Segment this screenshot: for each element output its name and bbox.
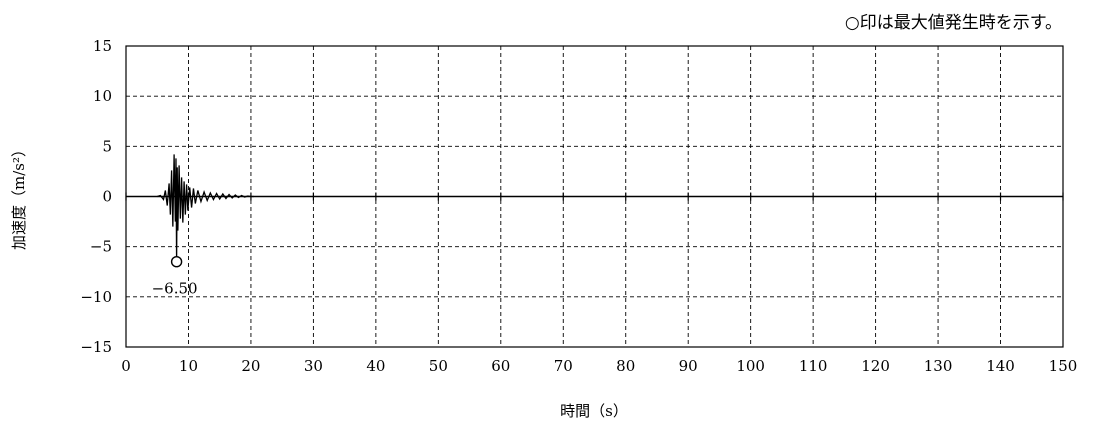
x-tick-label: 20 bbox=[241, 357, 260, 375]
y-axis-ticks: 15 10 5 0 −5 −10 −15 bbox=[80, 37, 112, 356]
peak-marker bbox=[170, 256, 183, 268]
x-tick-label: 0 bbox=[121, 357, 131, 375]
y-tick-label: 15 bbox=[93, 37, 112, 55]
x-tick-label: 100 bbox=[736, 357, 765, 375]
x-tick-label: 40 bbox=[366, 357, 385, 375]
x-tick-label: 60 bbox=[491, 357, 510, 375]
x-tick-label: 70 bbox=[554, 357, 573, 375]
x-tick-label: 30 bbox=[304, 357, 323, 375]
x-tick-label: 10 bbox=[179, 357, 198, 375]
y-tick-label: −10 bbox=[80, 288, 112, 306]
x-tick-label: 50 bbox=[429, 357, 448, 375]
x-tick-label: 150 bbox=[1049, 357, 1078, 375]
max-value-note: ○印は最大値発生時を示す。 bbox=[845, 13, 1062, 33]
x-tick-label: 110 bbox=[799, 357, 828, 375]
y-tick-label: −15 bbox=[80, 338, 112, 356]
x-tick-label: 90 bbox=[679, 357, 698, 375]
x-tick-label: 120 bbox=[861, 357, 890, 375]
y-tick-label: −5 bbox=[90, 238, 112, 256]
x-axis-ticks: 0 10 20 30 40 50 60 70 80 90 100 110 120 130 140 150 bbox=[121, 192, 1078, 375]
x-tick-label: 140 bbox=[986, 357, 1015, 375]
x-axis-title: 時間（s） bbox=[560, 402, 628, 420]
y-tick-label: 5 bbox=[102, 137, 112, 155]
x-tick-label: 130 bbox=[924, 357, 953, 375]
y-axis-title: 加速度（m/s²） bbox=[10, 142, 28, 250]
x-tick-label: 80 bbox=[616, 357, 635, 375]
y-tick-label: 0 bbox=[102, 188, 112, 206]
series-line bbox=[157, 154, 255, 262]
peak-value-label: −6.50 bbox=[152, 280, 198, 298]
y-tick-label: 10 bbox=[93, 87, 112, 105]
